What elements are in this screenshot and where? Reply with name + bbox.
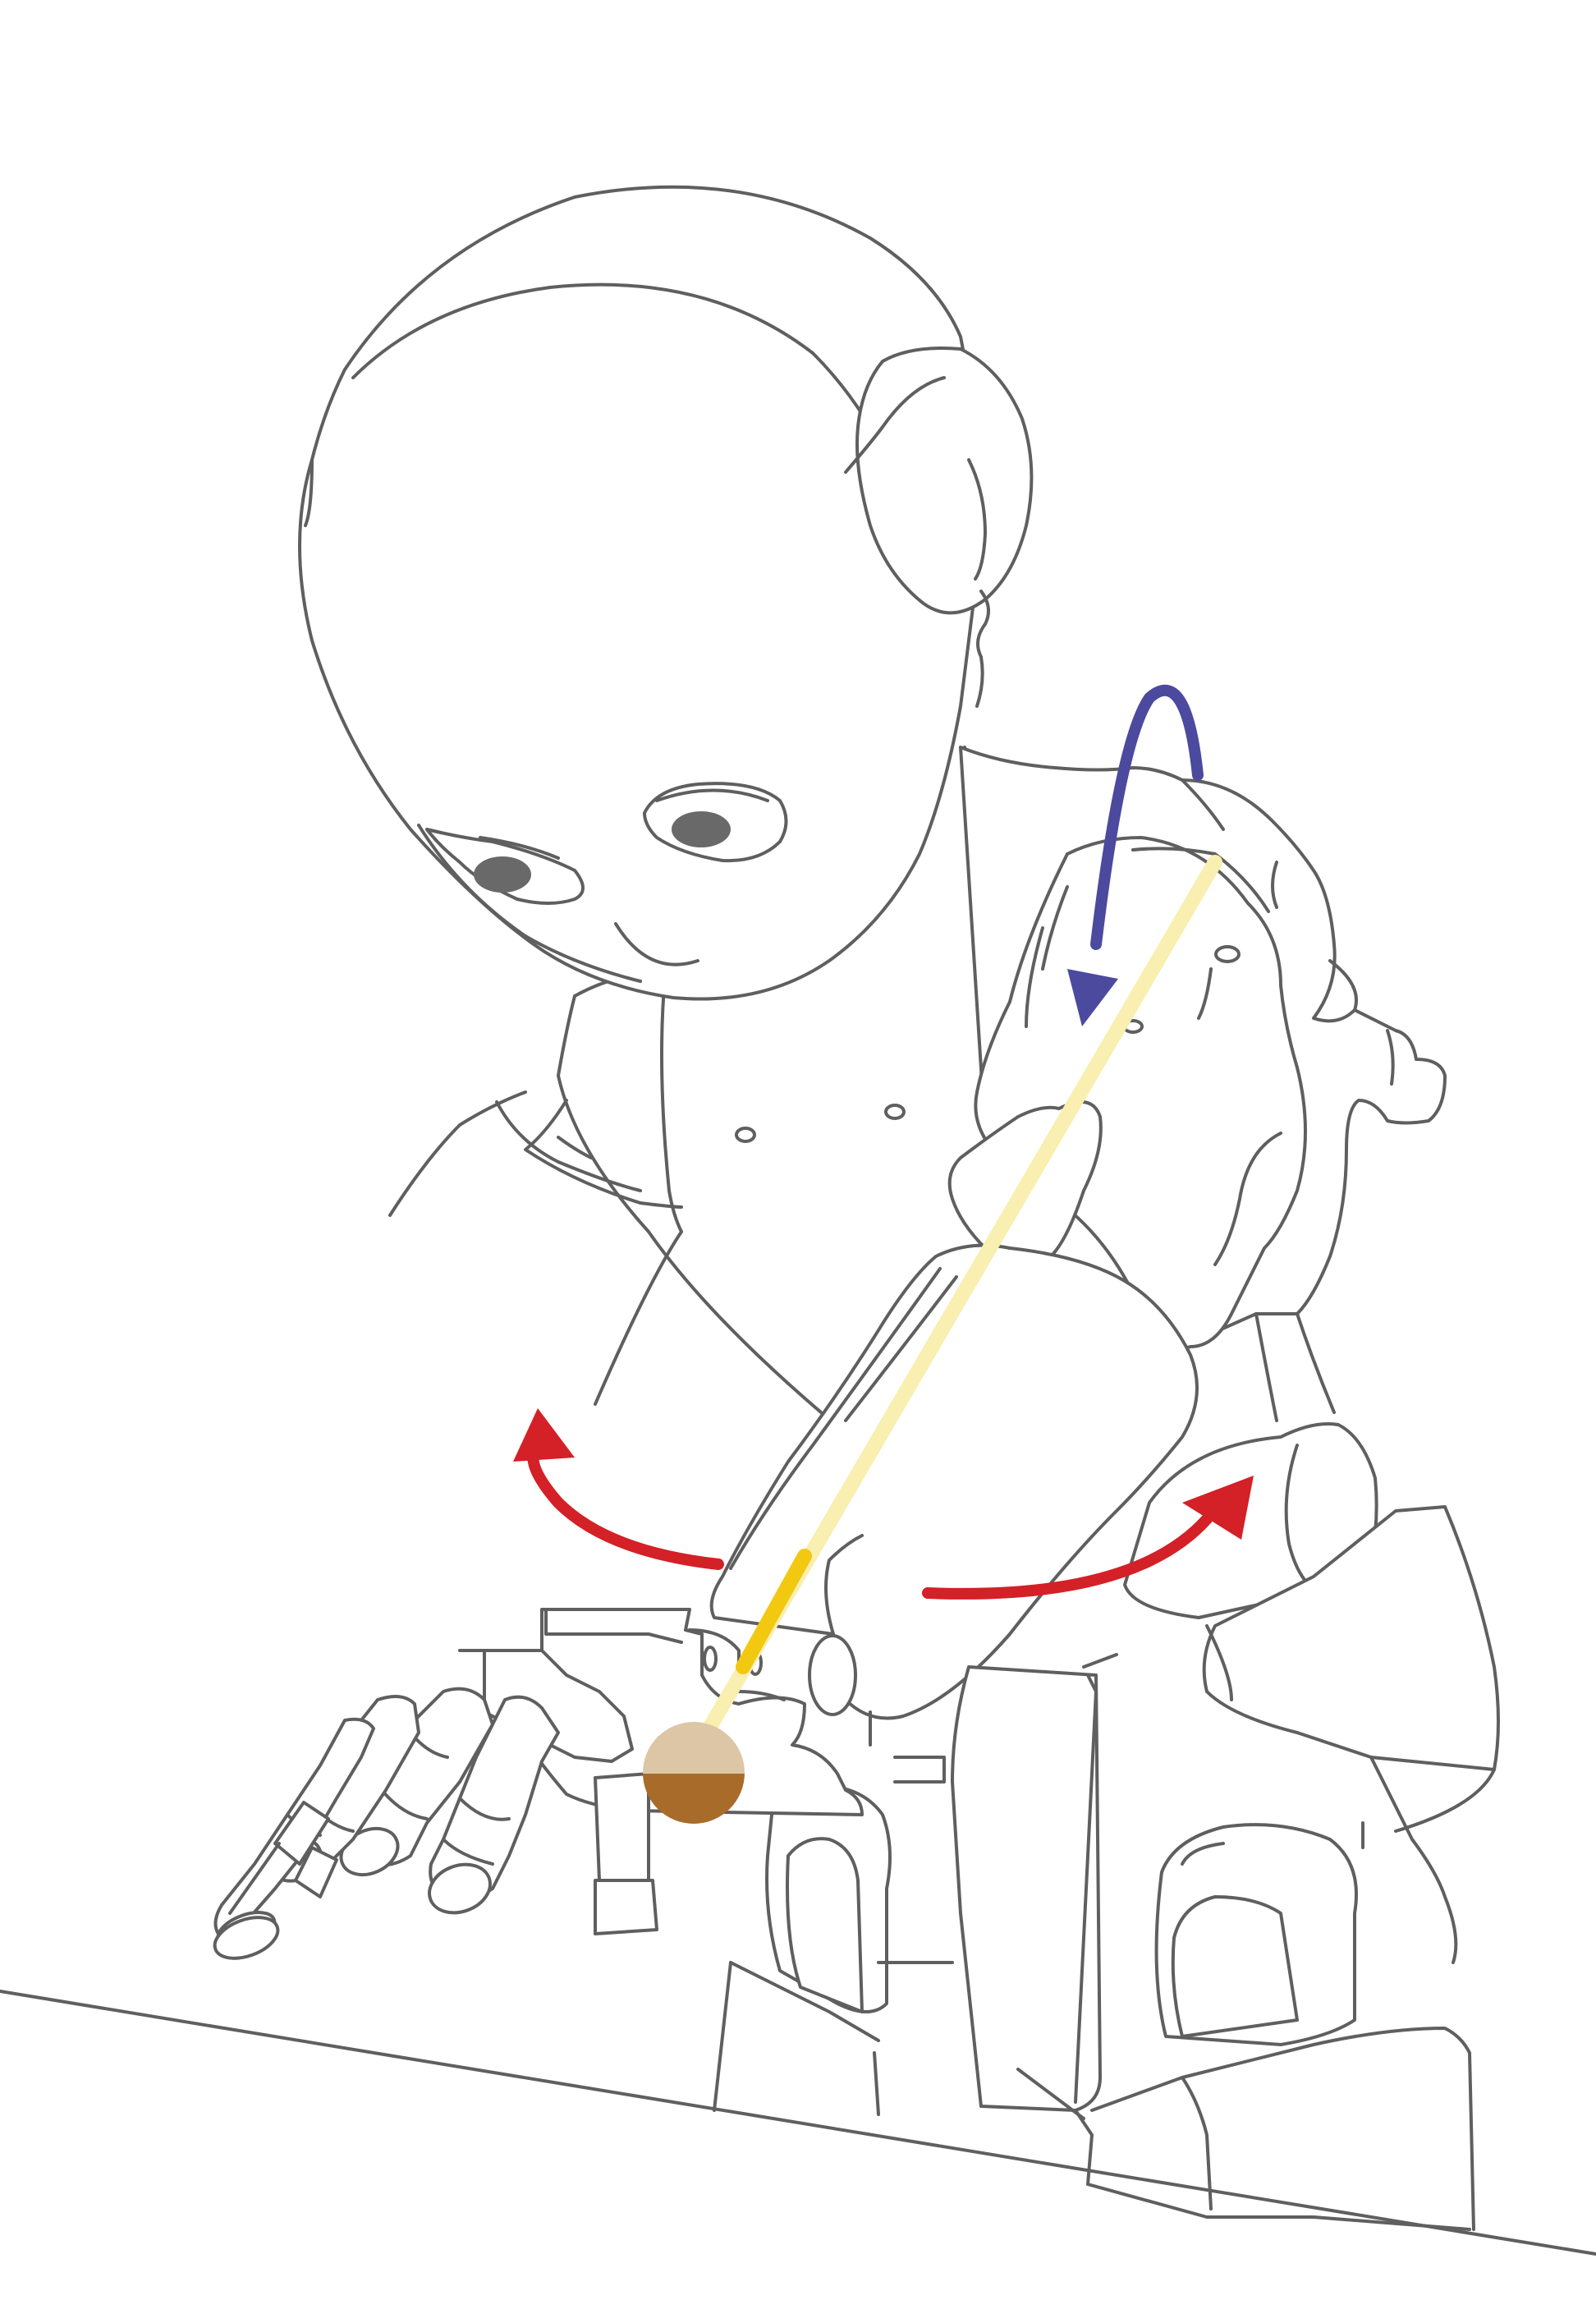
robot-right-eye: [425, 828, 585, 905]
curved-arrow-left-up-icon: [513, 1408, 724, 1570]
left-pupil: [672, 811, 731, 847]
table-edge: [0, 1990, 1596, 2256]
robot-hip-right: [1123, 1422, 1500, 1964]
curved-down-arrow-icon: [1067, 684, 1204, 1026]
robot-ear: [844, 347, 1034, 787]
robot-head: [298, 185, 980, 1001]
curved-arrow-right-up-icon: [922, 1476, 1254, 1600]
robot-legs: [713, 1653, 1475, 2231]
robot-fingers: [213, 1687, 560, 1960]
arm-axis: [695, 855, 1222, 1748]
right-pupil: [474, 856, 531, 893]
robot-left-arm: [388, 1090, 683, 1406]
robot-left-eye: [643, 782, 788, 863]
robot-forearm: [709, 1243, 1199, 1720]
robot-mouth: [614, 922, 699, 966]
